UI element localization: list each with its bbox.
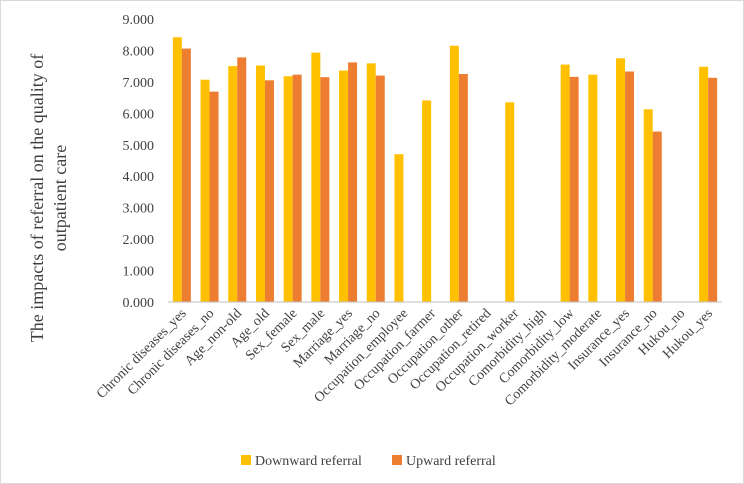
y-axis-title-line-1: The impacts of referral on the quality o… (27, 54, 47, 342)
bar-downward (394, 154, 404, 302)
y-tick-label: 6.000 (123, 107, 155, 122)
bar-upward (458, 74, 468, 302)
y-tick-label: 8.000 (123, 44, 155, 59)
bar-upward (708, 77, 718, 302)
bar-upward (569, 76, 579, 302)
y-tick-label: 1.000 (123, 265, 155, 280)
bar-downward (311, 52, 321, 303)
y-tick-label: 5.000 (123, 139, 155, 154)
bar-downward (255, 65, 265, 302)
y-tick-label: 3.000 (123, 202, 155, 217)
bar-upward (181, 48, 191, 303)
legend-swatch-upward (392, 455, 402, 465)
bar-downward (228, 66, 238, 302)
bar-downward (560, 64, 570, 302)
y-tick-label: 7.000 (123, 76, 155, 91)
bar-downward (616, 58, 626, 303)
bar-downward (339, 70, 349, 302)
bar-upward (237, 57, 247, 302)
bar-upward (625, 71, 635, 302)
bar-downward (588, 74, 598, 302)
y-tick-label: 2.000 (123, 233, 155, 248)
y-tick-label: 4.000 (123, 170, 155, 185)
bar-downward (699, 66, 709, 302)
bar-downward (643, 109, 653, 302)
bar-series (172, 37, 718, 303)
legend-swatch-downward (241, 455, 251, 465)
bar-downward (366, 63, 376, 303)
y-axis-title-line-2: outpatient care (50, 145, 70, 251)
y-tick-label: 0.000 (123, 296, 155, 311)
y-axis-title: The impacts of referral on the quality o… (27, 54, 70, 342)
legend: Downward referral Upward referral (241, 454, 496, 469)
bar-upward (264, 80, 274, 302)
bar-downward (422, 100, 432, 302)
bar-upward (292, 74, 302, 302)
bar-downward (200, 79, 210, 302)
bar-upward (652, 131, 662, 302)
legend-label-downward: Downward referral (255, 454, 362, 469)
bar-upward (348, 62, 358, 302)
bar-upward (320, 77, 330, 302)
bar-upward (209, 91, 219, 302)
legend-label-upward: Upward referral (406, 454, 496, 469)
bar-downward (172, 37, 182, 303)
bar-downward (505, 102, 515, 302)
y-axis: 0.000 1.000 2.000 3.000 4.000 5.000 6.000 7.000… (123, 13, 155, 311)
y-tick-label: 9.000 (123, 13, 155, 28)
bar-upward (375, 75, 385, 302)
bar-downward (283, 76, 293, 302)
bar-downward (449, 45, 459, 302)
